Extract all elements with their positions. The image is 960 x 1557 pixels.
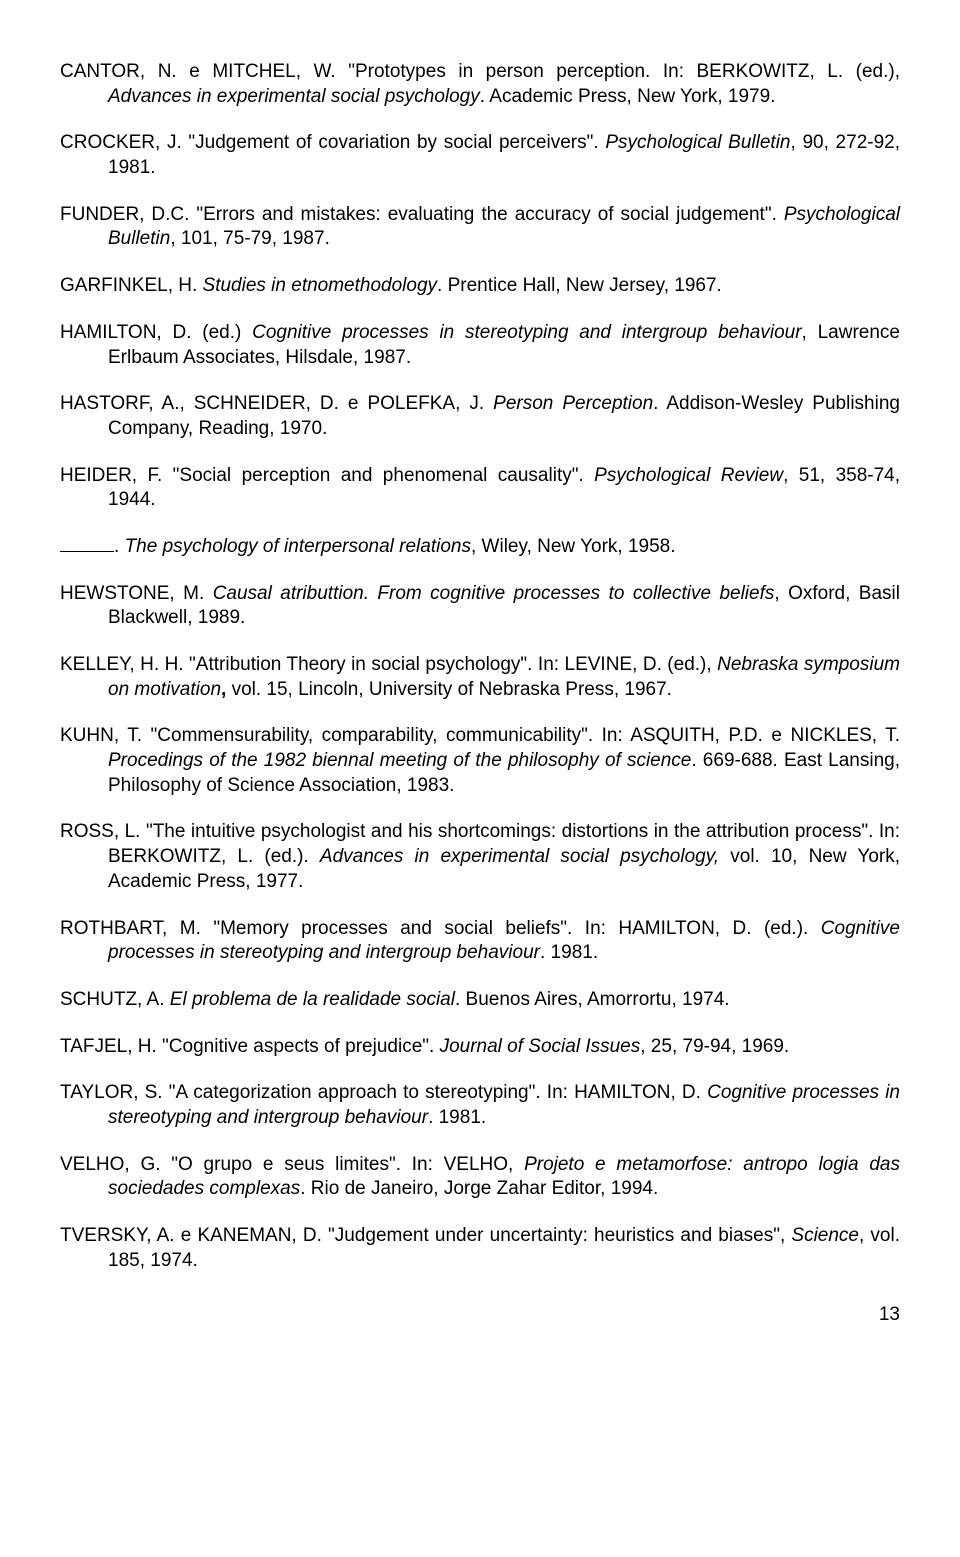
reference-entry: TAFJEL, H. "Cognitive aspects of prejudi…: [60, 1035, 900, 1060]
reference-entry: GARFINKEL, H. Studies in etnomethodology…: [60, 274, 900, 299]
reference-entry: KELLEY, H. H. "Attribution Theory in soc…: [60, 653, 900, 702]
reference-entry: ROTHBART, M. "Memory processes and socia…: [60, 917, 900, 966]
reference-entry: TAYLOR, S. "A categorization approach to…: [60, 1081, 900, 1130]
reference-entry: SCHUTZ, A. El problema de la realidade s…: [60, 988, 900, 1013]
reference-entry: VELHO, G. "O grupo e seus limites". In: …: [60, 1153, 900, 1202]
references-list: CANTOR, N. e MITCHEL, W. "Prototypes in …: [60, 60, 900, 1273]
reference-entry: ROSS, L. "The intuitive psychologist and…: [60, 820, 900, 894]
reference-entry: HEIDER, F. "Social perception and phenom…: [60, 464, 900, 513]
reference-entry: HAMILTON, D. (ed.) Cognitive processes i…: [60, 321, 900, 370]
reference-entry: . The psychology of interpersonal relati…: [60, 535, 900, 560]
reference-entry: CANTOR, N. e MITCHEL, W. "Prototypes in …: [60, 60, 900, 109]
reference-entry: HASTORF, A., SCHNEIDER, D. e POLEFKA, J.…: [60, 392, 900, 441]
page-number: 13: [60, 1303, 900, 1328]
reference-entry: KUHN, T. "Commensurability, comparabilit…: [60, 724, 900, 798]
reference-entry: CROCKER, J. "Judgement of covariation by…: [60, 131, 900, 180]
reference-entry: FUNDER, D.C. "Errors and mistakes: evalu…: [60, 203, 900, 252]
reference-entry: TVERSKY, A. e KANEMAN, D. "Judgement und…: [60, 1224, 900, 1273]
reference-entry: HEWSTONE, M. Causal atributtion. From co…: [60, 582, 900, 631]
